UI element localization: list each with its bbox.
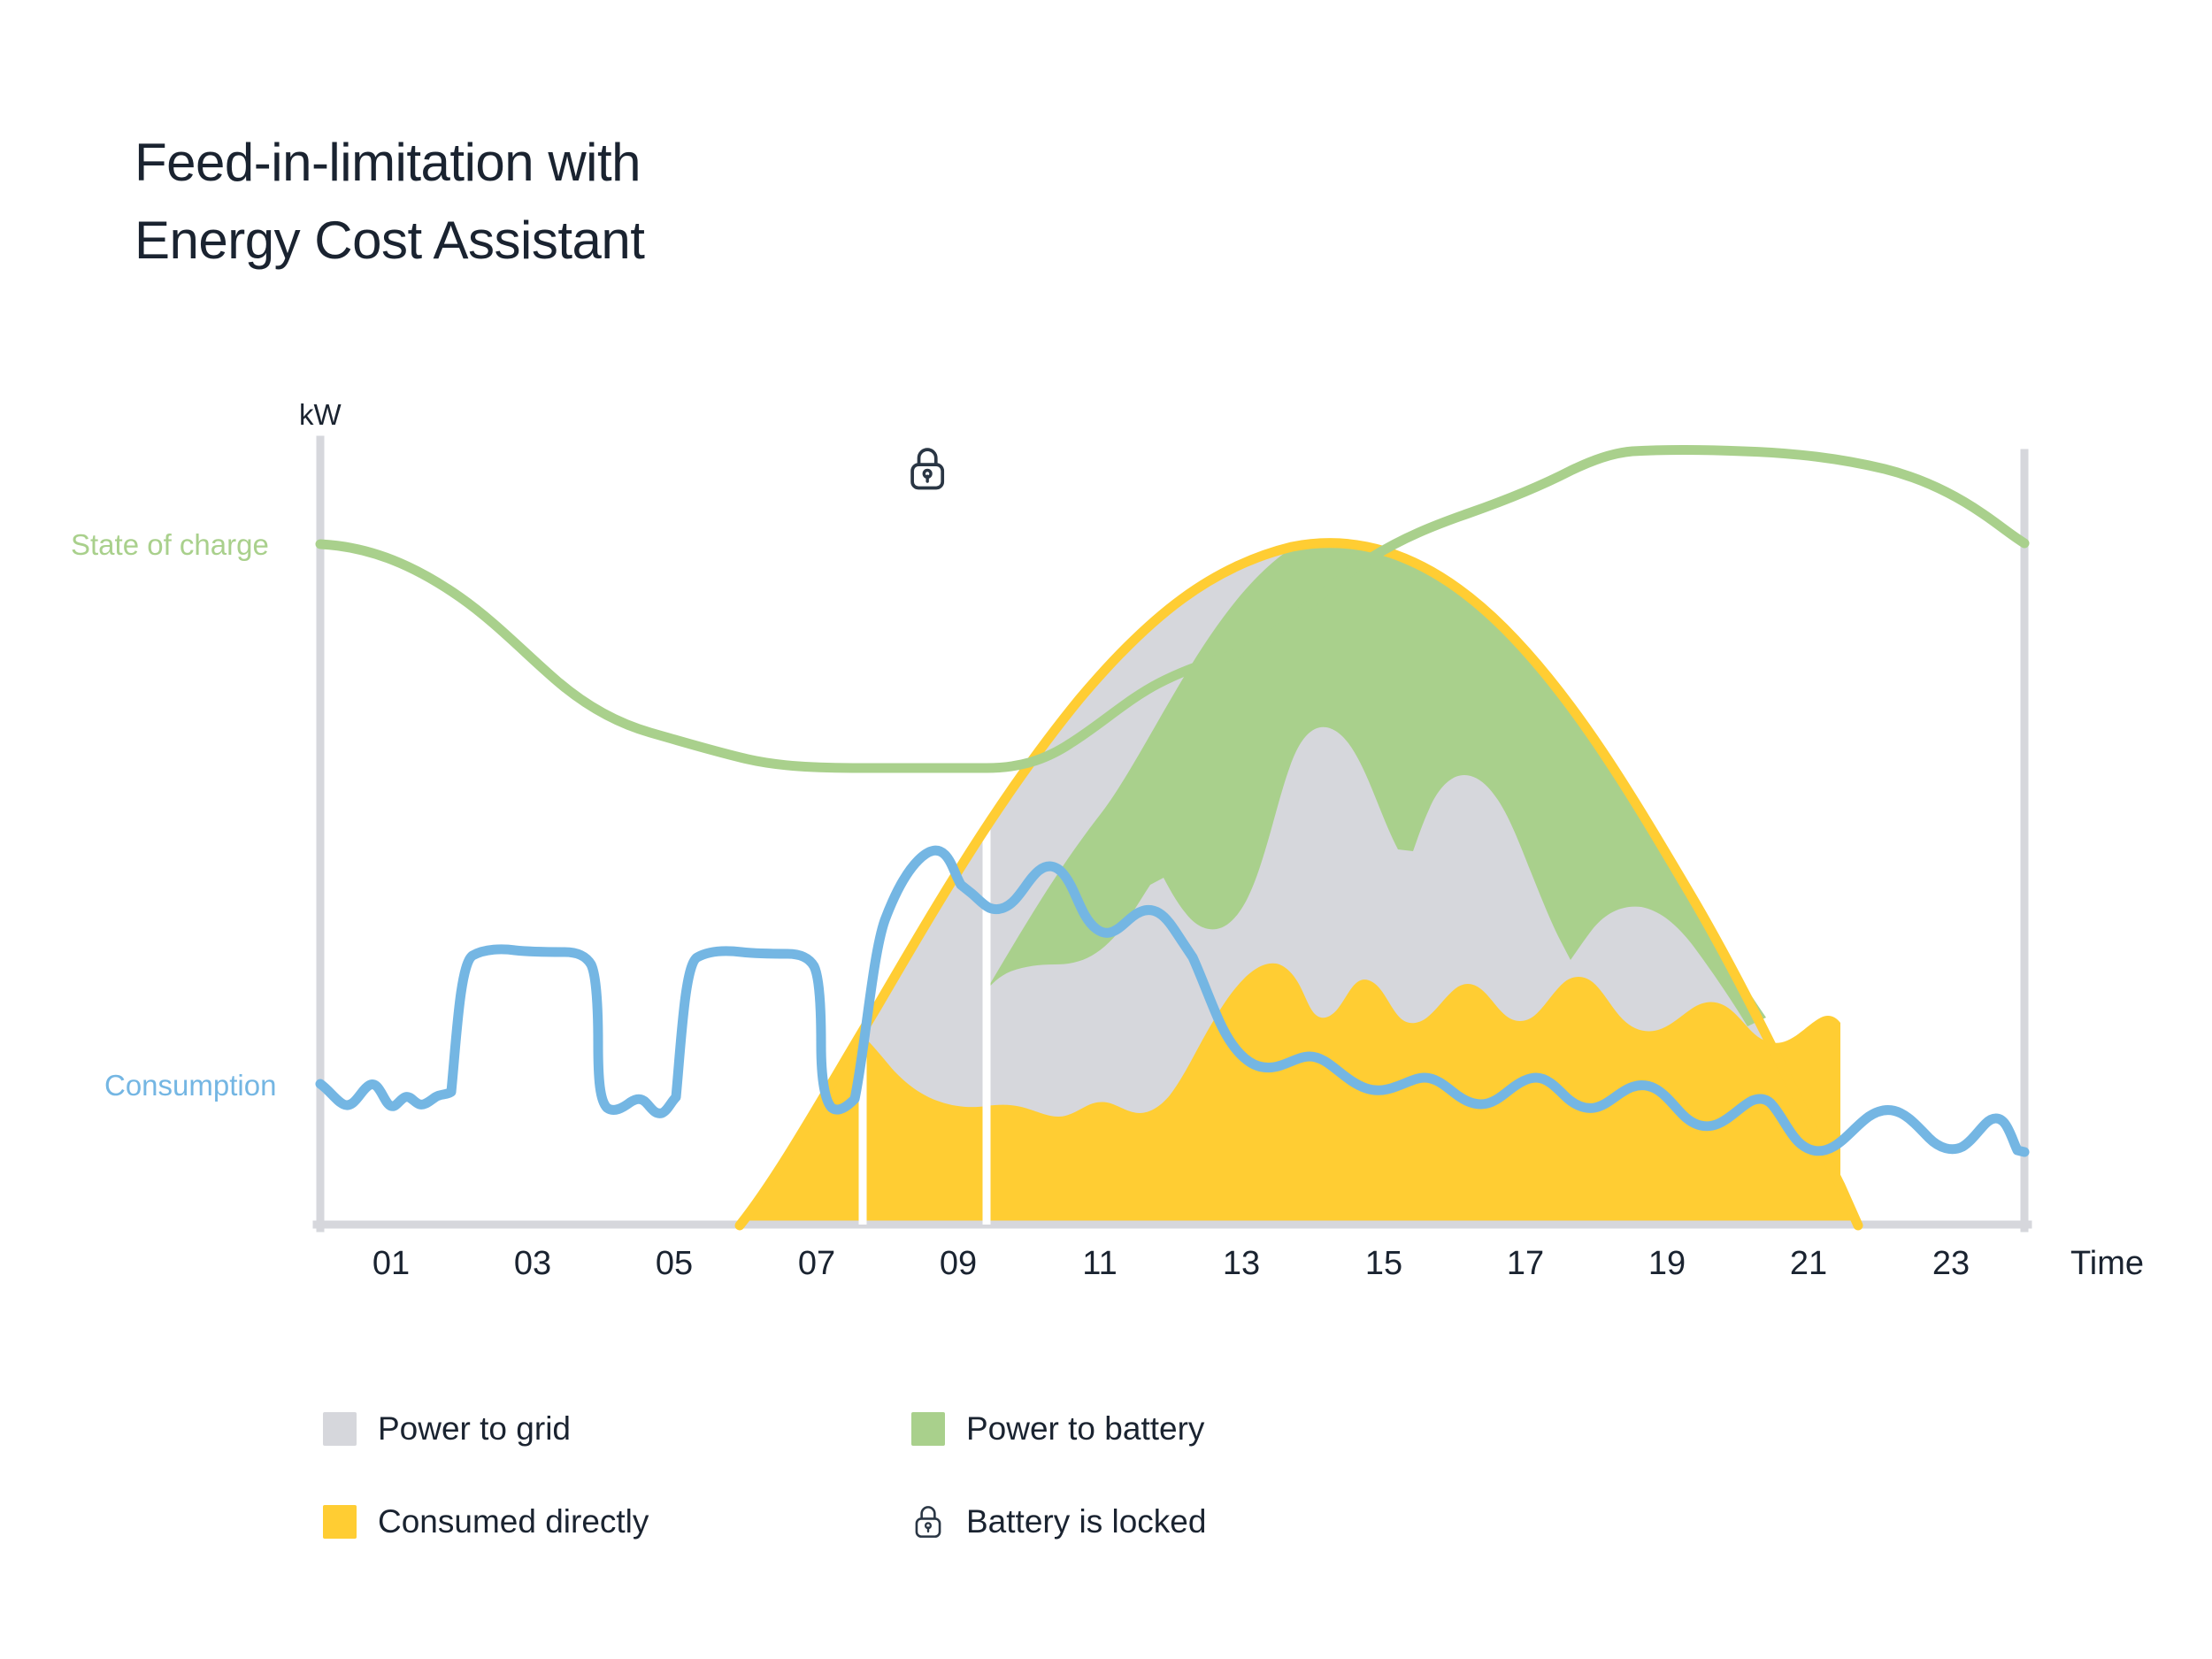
lock-icon xyxy=(910,448,945,490)
title-line-1: Feed-in-limitation with xyxy=(134,133,641,192)
legend-item-battery-is-locked[interactable]: Battery is locked xyxy=(911,1475,1500,1568)
legend-label-power-to-grid: Power to grid xyxy=(378,1409,571,1447)
x-tick-19: 19 xyxy=(1648,1245,1686,1282)
pv-envelope-line xyxy=(734,538,1863,1231)
title-line-2: Energy Cost Assistant xyxy=(134,211,645,270)
x-tick-11: 11 xyxy=(1082,1245,1117,1282)
x-tick-21: 21 xyxy=(1790,1245,1827,1282)
chart-legend: Power to grid Power to battery Consumed … xyxy=(323,1382,1562,1568)
y-axis-unit-label: kW xyxy=(299,398,342,431)
x-tick-05: 05 xyxy=(656,1245,693,1282)
legend-swatch-consumed-directly xyxy=(323,1504,357,1539)
state-of-charge-label: State of charge xyxy=(71,528,269,561)
x-tick-01: 01 xyxy=(373,1245,410,1282)
energy-chart: State of charge Consumption kW Time 01 0… xyxy=(71,398,2144,1282)
x-tick-15: 15 xyxy=(1365,1245,1402,1282)
legend-swatch-power-to-grid xyxy=(323,1411,357,1446)
chart-areas xyxy=(740,542,1858,1225)
legend-item-power-to-battery[interactable]: Power to battery xyxy=(911,1382,1500,1475)
consumed-directly-area xyxy=(740,963,1858,1225)
battery-locked-span xyxy=(858,448,991,1225)
legend-swatch-power-to-battery xyxy=(911,1411,945,1446)
power-to-battery-area xyxy=(985,542,1766,1026)
page-title: Feed-in-limitation with Energy Cost Assi… xyxy=(134,124,1196,280)
x-tick-23: 23 xyxy=(1932,1245,1970,1282)
x-tick-03: 03 xyxy=(514,1245,551,1282)
legend-label-battery-is-locked: Battery is locked xyxy=(966,1502,1207,1540)
x-tick-07: 07 xyxy=(798,1245,835,1282)
legend-item-consumed-directly[interactable]: Consumed directly xyxy=(323,1475,911,1568)
x-axis-title: Time xyxy=(2070,1245,2144,1282)
x-tick-09: 09 xyxy=(940,1245,977,1282)
x-tick-13: 13 xyxy=(1223,1245,1260,1282)
x-tick-17: 17 xyxy=(1507,1245,1544,1282)
state-of-charge-line xyxy=(315,445,2030,773)
lock-icon xyxy=(911,1505,945,1539)
legend-label-power-to-battery: Power to battery xyxy=(966,1409,1205,1447)
x-tick-labels: 01 03 05 07 09 11 13 15 17 19 21 23 xyxy=(373,1245,1970,1282)
legend-label-consumed-directly: Consumed directly xyxy=(378,1502,649,1540)
consumption-label: Consumption xyxy=(104,1069,276,1102)
legend-item-power-to-grid[interactable]: Power to grid xyxy=(323,1382,911,1475)
consumption-line xyxy=(315,845,2030,1157)
